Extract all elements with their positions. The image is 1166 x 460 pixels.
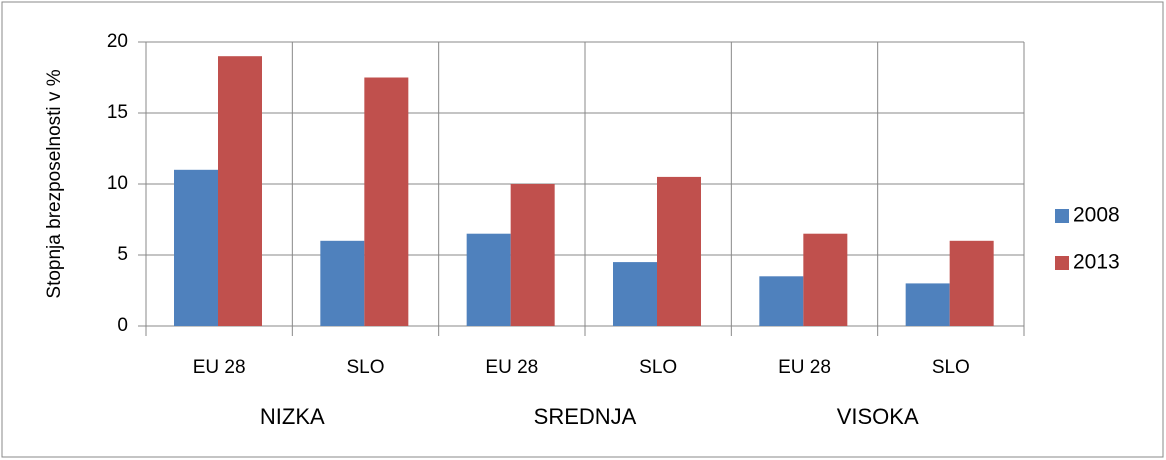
bar: [510, 184, 555, 326]
y-axis-title: Stopnja brezposelnosti v %: [44, 69, 65, 298]
y-tick-label: 5: [117, 244, 128, 265]
y-tick-label: 15: [107, 102, 128, 123]
y-tick-label: 10: [107, 173, 128, 194]
bar: [949, 240, 994, 326]
bar: [364, 77, 409, 326]
bar: [174, 169, 218, 326]
y-tick-label: 0: [117, 315, 128, 336]
bar: [657, 176, 701, 326]
group-label: NIZKA: [260, 404, 325, 429]
bar: [613, 262, 657, 326]
bar: [905, 283, 950, 326]
x-tick-label: SLO: [932, 357, 970, 378]
x-tick-label: EU 28: [193, 357, 246, 378]
x-tick-label: SLO: [639, 357, 677, 378]
bar: [218, 56, 262, 326]
legend-label: 2013: [1073, 251, 1120, 274]
x-tick-label: EU 28: [485, 357, 538, 378]
legend-swatch: [1055, 256, 1069, 270]
bar: [803, 233, 848, 326]
group-label: SREDNJA: [534, 404, 637, 429]
legend-label: 2008: [1073, 204, 1120, 227]
bar: [466, 233, 511, 326]
bar: [320, 240, 365, 326]
x-tick-label: EU 28: [778, 357, 831, 378]
bar: [759, 276, 804, 326]
legend-swatch: [1055, 209, 1069, 223]
y-tick-label: 20: [107, 31, 128, 52]
x-tick-label: SLO: [346, 357, 384, 378]
group-label: VISOKA: [837, 404, 919, 429]
